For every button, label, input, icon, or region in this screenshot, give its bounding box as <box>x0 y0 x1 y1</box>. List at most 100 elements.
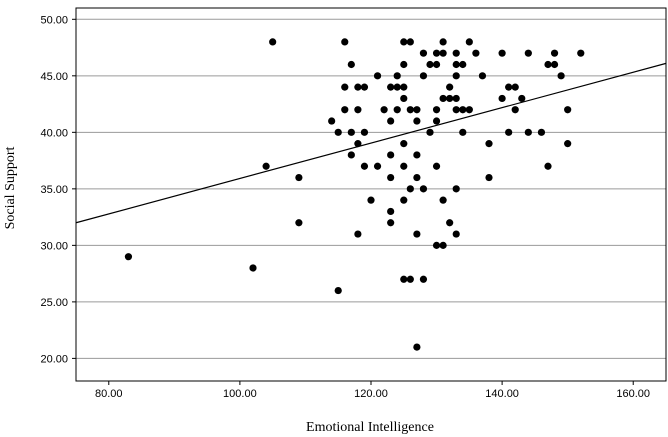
data-point <box>432 117 441 125</box>
data-point <box>432 241 441 249</box>
data-point <box>295 219 303 227</box>
data-point <box>498 94 506 103</box>
data-point <box>347 151 355 159</box>
data-point <box>341 38 349 46</box>
data-point <box>557 72 565 80</box>
data-point <box>334 128 342 136</box>
data-point <box>373 72 382 80</box>
data-point <box>426 128 434 136</box>
data-point <box>439 94 447 103</box>
data-point <box>505 128 513 136</box>
data-point <box>439 49 447 57</box>
data-point <box>511 83 519 91</box>
data-point <box>505 83 513 91</box>
data-point <box>380 106 388 114</box>
y-tick-label: 20.00 <box>40 353 68 365</box>
y-tick-label: 40.00 <box>40 127 68 139</box>
data-point <box>354 140 362 148</box>
x-tick-label: 100.00 <box>223 388 257 400</box>
y-tick-label: 25.00 <box>40 297 68 309</box>
data-point <box>544 162 552 170</box>
data-point <box>426 60 434 69</box>
x-tick-label: 160.00 <box>616 388 650 400</box>
data-point <box>413 117 421 125</box>
data-point <box>354 230 362 238</box>
y-tick-label: 45.00 <box>40 71 68 83</box>
data-point <box>550 60 559 69</box>
data-point <box>485 173 493 182</box>
data-point <box>413 106 421 114</box>
data-point <box>498 49 506 57</box>
data-point <box>459 106 467 114</box>
data-point <box>400 162 408 170</box>
data-point <box>341 106 349 114</box>
data-point <box>269 38 277 46</box>
data-point <box>360 83 369 91</box>
data-point <box>518 94 526 103</box>
fit-line <box>75 62 667 224</box>
data-point <box>459 60 467 69</box>
data-point <box>354 106 362 114</box>
data-point <box>419 49 428 57</box>
data-point <box>124 253 133 261</box>
data-point <box>564 140 572 148</box>
data-point <box>406 275 414 283</box>
data-point <box>472 49 480 57</box>
y-tick-label: 50.00 <box>40 14 68 26</box>
data-point <box>439 241 447 249</box>
data-point <box>249 264 257 272</box>
data-point <box>413 230 421 238</box>
data-point <box>544 60 552 69</box>
data-point <box>432 106 441 114</box>
data-point <box>400 140 408 148</box>
data-point <box>393 83 401 91</box>
data-point <box>413 343 421 351</box>
data-point <box>295 173 303 182</box>
data-point <box>524 128 532 136</box>
data-point <box>452 185 460 193</box>
data-point <box>432 60 441 69</box>
data-point <box>400 83 408 91</box>
data-point <box>360 162 369 170</box>
data-point <box>452 72 460 80</box>
data-point <box>432 162 441 170</box>
data-point <box>577 49 585 57</box>
data-point <box>373 162 382 170</box>
data-point <box>459 128 467 136</box>
data-point <box>446 219 454 227</box>
data-point <box>419 275 428 283</box>
data-point <box>341 83 349 91</box>
x-tick-label: 80.00 <box>95 388 123 400</box>
data-point <box>387 83 395 91</box>
data-point <box>419 72 428 80</box>
data-point <box>400 94 408 103</box>
data-point <box>465 38 473 46</box>
y-tick-label: 35.00 <box>40 184 68 196</box>
plot-area: 20.00 25.00 30.00 35.00 40.00 45.00 50.00 80.00… <box>40 7 667 400</box>
data-point <box>478 72 487 80</box>
data-point <box>432 49 441 57</box>
data-point <box>452 230 460 238</box>
data-point <box>564 106 572 114</box>
data-point <box>393 106 401 114</box>
x-tick-label: 120.00 <box>354 388 388 400</box>
data-point <box>524 49 532 57</box>
data-point <box>550 49 559 57</box>
data-point <box>334 286 342 295</box>
data-point <box>387 117 395 125</box>
data-point <box>406 106 414 114</box>
data-point <box>452 49 460 57</box>
data-point <box>537 128 546 136</box>
data-point <box>446 83 454 91</box>
data-point <box>511 106 519 114</box>
data-point <box>393 72 401 80</box>
data-point <box>387 173 395 182</box>
plot-frame <box>75 7 667 382</box>
data-point <box>452 60 460 69</box>
data-point <box>465 106 473 114</box>
data-point <box>262 162 270 170</box>
data-point <box>439 196 447 204</box>
data-point <box>328 117 336 125</box>
data-point <box>446 94 454 103</box>
